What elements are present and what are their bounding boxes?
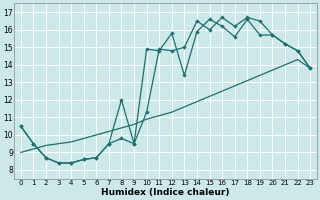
X-axis label: Humidex (Indice chaleur): Humidex (Indice chaleur) — [101, 188, 230, 197]
